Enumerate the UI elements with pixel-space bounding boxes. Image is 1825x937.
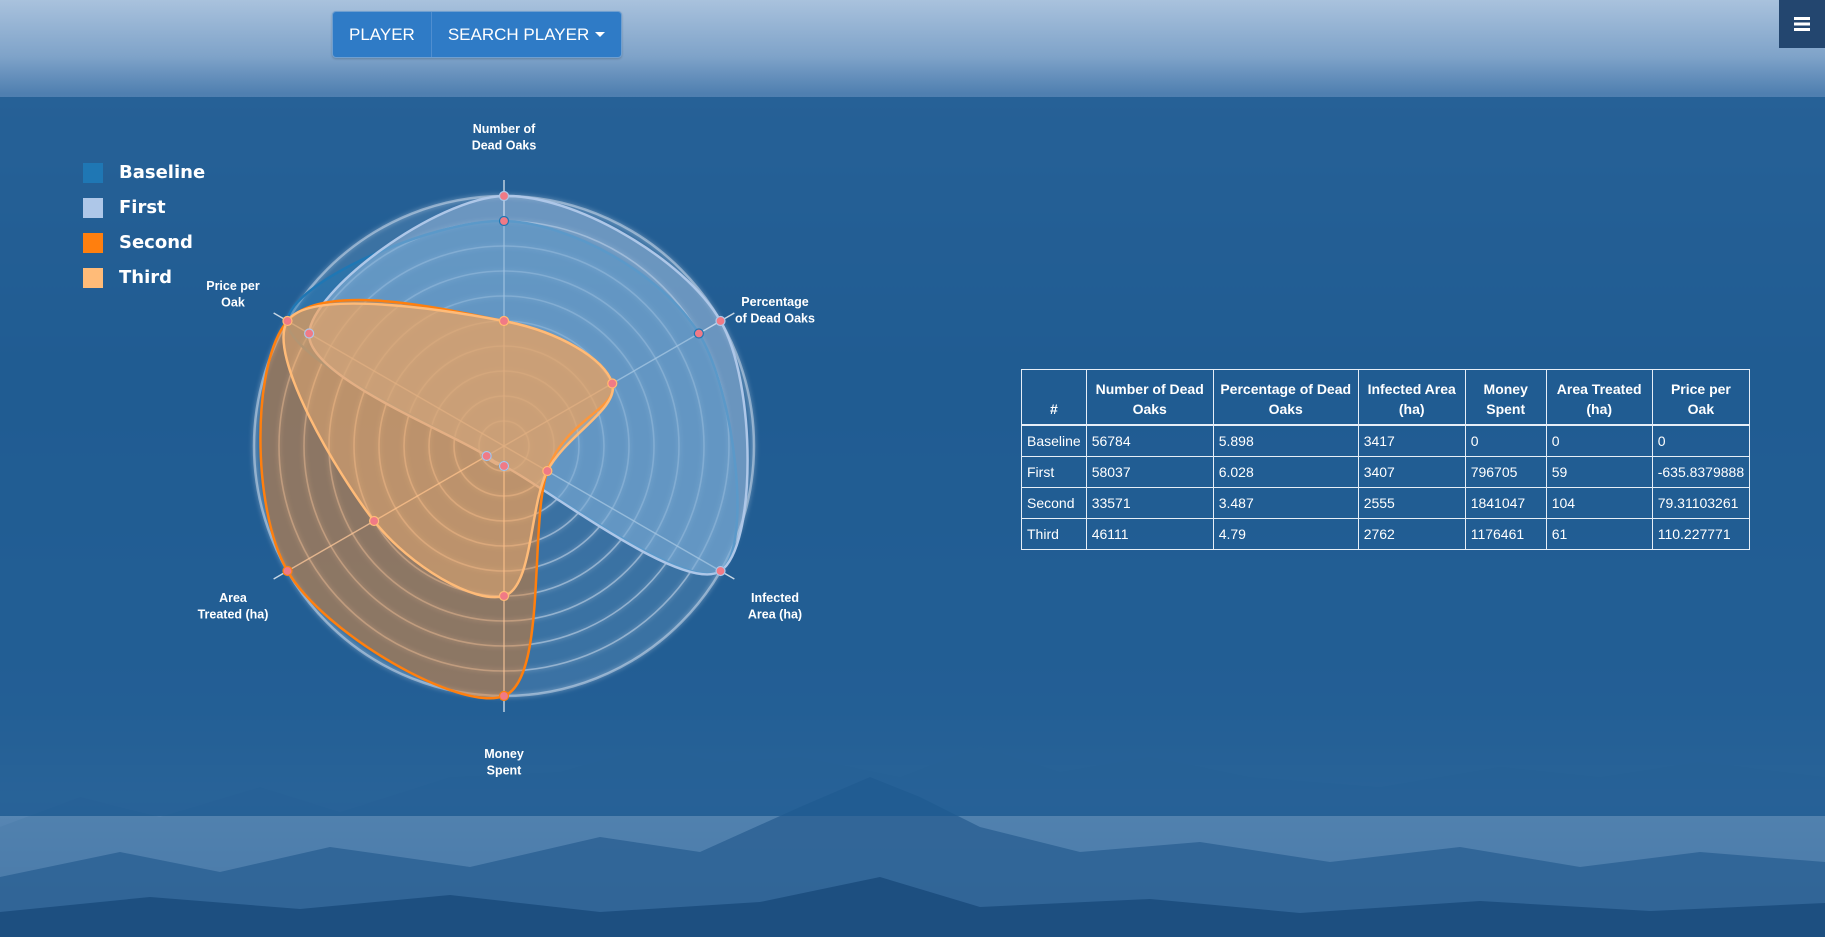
radar-series xyxy=(259,194,749,700)
table-cell: 3417 xyxy=(1357,424,1466,457)
radar-points xyxy=(282,190,726,702)
column-header: Area Treated (ha) xyxy=(1545,369,1653,426)
data-point[interactable] xyxy=(498,690,510,702)
axis-label: Infected Area (ha) xyxy=(748,591,802,622)
table-cell: 2762 xyxy=(1357,518,1466,550)
legend-item-second[interactable]: Second xyxy=(83,225,205,260)
table-cell: 110.227771 xyxy=(1651,518,1751,550)
table-cell: 796705 xyxy=(1464,456,1547,488)
axis-line xyxy=(273,445,505,580)
table-cell: 104 xyxy=(1545,487,1653,519)
data-point[interactable] xyxy=(282,565,293,577)
legend-swatch xyxy=(83,197,103,218)
table-cell: 2555 xyxy=(1357,487,1466,519)
legend-item-third[interactable]: Third xyxy=(83,260,205,295)
axis-label: Price per Oak xyxy=(206,279,260,310)
table-row: First 58037 6.028 3407 796705 59 -635.83… xyxy=(1021,456,1751,488)
table-cell: Baseline xyxy=(1021,424,1087,457)
hamburger-icon xyxy=(1794,17,1810,31)
column-header: Infected Area (ha) xyxy=(1357,369,1466,426)
data-point[interactable] xyxy=(498,315,510,327)
radar-axis-labels: Number of Dead Oaks Percentage of Dead Oaks… xyxy=(198,122,815,778)
data-point[interactable] xyxy=(607,378,618,389)
data-point[interactable] xyxy=(693,328,704,339)
data-point[interactable] xyxy=(368,515,380,527)
table-cell: Third xyxy=(1021,518,1087,550)
results-table: # Number of Dead Oaks Percentage of Dead… xyxy=(1021,369,1751,550)
data-point[interactable] xyxy=(498,215,510,227)
radar-chart: Number of Dead Oaks Percentage of Dead Oaks… xyxy=(198,122,815,778)
data-point[interactable] xyxy=(715,315,726,327)
table-cell: 1841047 xyxy=(1464,487,1547,519)
axis-label: Area Treated (ha) xyxy=(198,591,269,622)
column-header: Percentage of Dead Oaks xyxy=(1212,369,1359,426)
legend-swatch xyxy=(83,267,103,288)
table-row: Second 33571 3.487 2555 1841047 104 79.3… xyxy=(1021,487,1751,519)
player-button-label: PLAYER xyxy=(349,24,415,44)
axis-line xyxy=(503,445,735,580)
search-player-dropdown[interactable]: SEARCH PLAYER xyxy=(430,12,621,57)
table-cell: 0 xyxy=(1651,424,1751,457)
legend-label: Baseline xyxy=(119,162,206,183)
data-point[interactable] xyxy=(498,590,510,602)
legend-swatch xyxy=(83,232,103,253)
table-cell: Second xyxy=(1021,487,1087,519)
data-point[interactable] xyxy=(282,315,293,327)
caret-down-icon xyxy=(595,32,606,37)
axis-label: Number of Dead Oaks xyxy=(472,122,537,153)
chart-legend: Baseline First Second Third xyxy=(83,155,205,295)
column-header: Price per Oak xyxy=(1651,369,1751,426)
data-point[interactable] xyxy=(715,565,726,577)
table-row: Third 46111 4.79 2762 1176461 61 110.227… xyxy=(1021,518,1751,550)
column-header: Money Spent xyxy=(1464,369,1547,426)
table-cell: -635.8379888 xyxy=(1651,456,1751,488)
table-cell: First xyxy=(1021,456,1087,488)
table-header-row: # Number of Dead Oaks Percentage of Dead… xyxy=(1021,369,1751,426)
table-cell: 61 xyxy=(1545,518,1653,550)
table-cell: 46111 xyxy=(1085,518,1214,550)
table-cell: 0 xyxy=(1464,424,1547,457)
legend-label: First xyxy=(119,197,166,218)
table-cell: 3407 xyxy=(1357,456,1466,488)
data-point[interactable] xyxy=(498,460,510,472)
column-header: # xyxy=(1021,369,1087,426)
legend-label: Second xyxy=(119,232,193,253)
legend-item-first[interactable]: First xyxy=(83,190,205,225)
data-point[interactable] xyxy=(498,190,510,202)
column-header: Number of Dead Oaks xyxy=(1085,369,1214,426)
axis-label: Percentage of Dead Oaks xyxy=(735,295,815,326)
search-player-label: SEARCH PLAYER xyxy=(447,24,590,44)
data-point[interactable] xyxy=(481,450,492,462)
legend-swatch xyxy=(83,162,103,183)
table-cell: 6.028 xyxy=(1212,456,1359,488)
player-button[interactable]: PLAYER xyxy=(333,12,431,57)
table-cell: 3.487 xyxy=(1212,487,1359,519)
table-cell: 0 xyxy=(1545,424,1653,457)
table-cell: 59 xyxy=(1545,456,1653,488)
table-cell: 58037 xyxy=(1085,456,1214,488)
data-point[interactable] xyxy=(542,465,553,477)
top-nav: PLAYER SEARCH PLAYER xyxy=(332,11,623,58)
table-cell: 33571 xyxy=(1085,487,1214,519)
table-cell: 5.898 xyxy=(1212,424,1359,457)
table-cell: 4.79 xyxy=(1212,518,1359,550)
axis-label: Money Spent xyxy=(484,747,524,778)
table-cell: 56784 xyxy=(1085,424,1214,457)
legend-label: Third xyxy=(119,267,173,288)
table-cell: 79.31103261 xyxy=(1651,487,1751,519)
table-cell: 1176461 xyxy=(1464,518,1547,550)
table-row: Baseline 56784 5.898 3417 0 0 0 xyxy=(1021,424,1751,457)
hamburger-menu-button[interactable] xyxy=(1779,0,1825,48)
data-point[interactable] xyxy=(304,328,315,339)
legend-item-baseline[interactable]: Baseline xyxy=(83,155,205,190)
